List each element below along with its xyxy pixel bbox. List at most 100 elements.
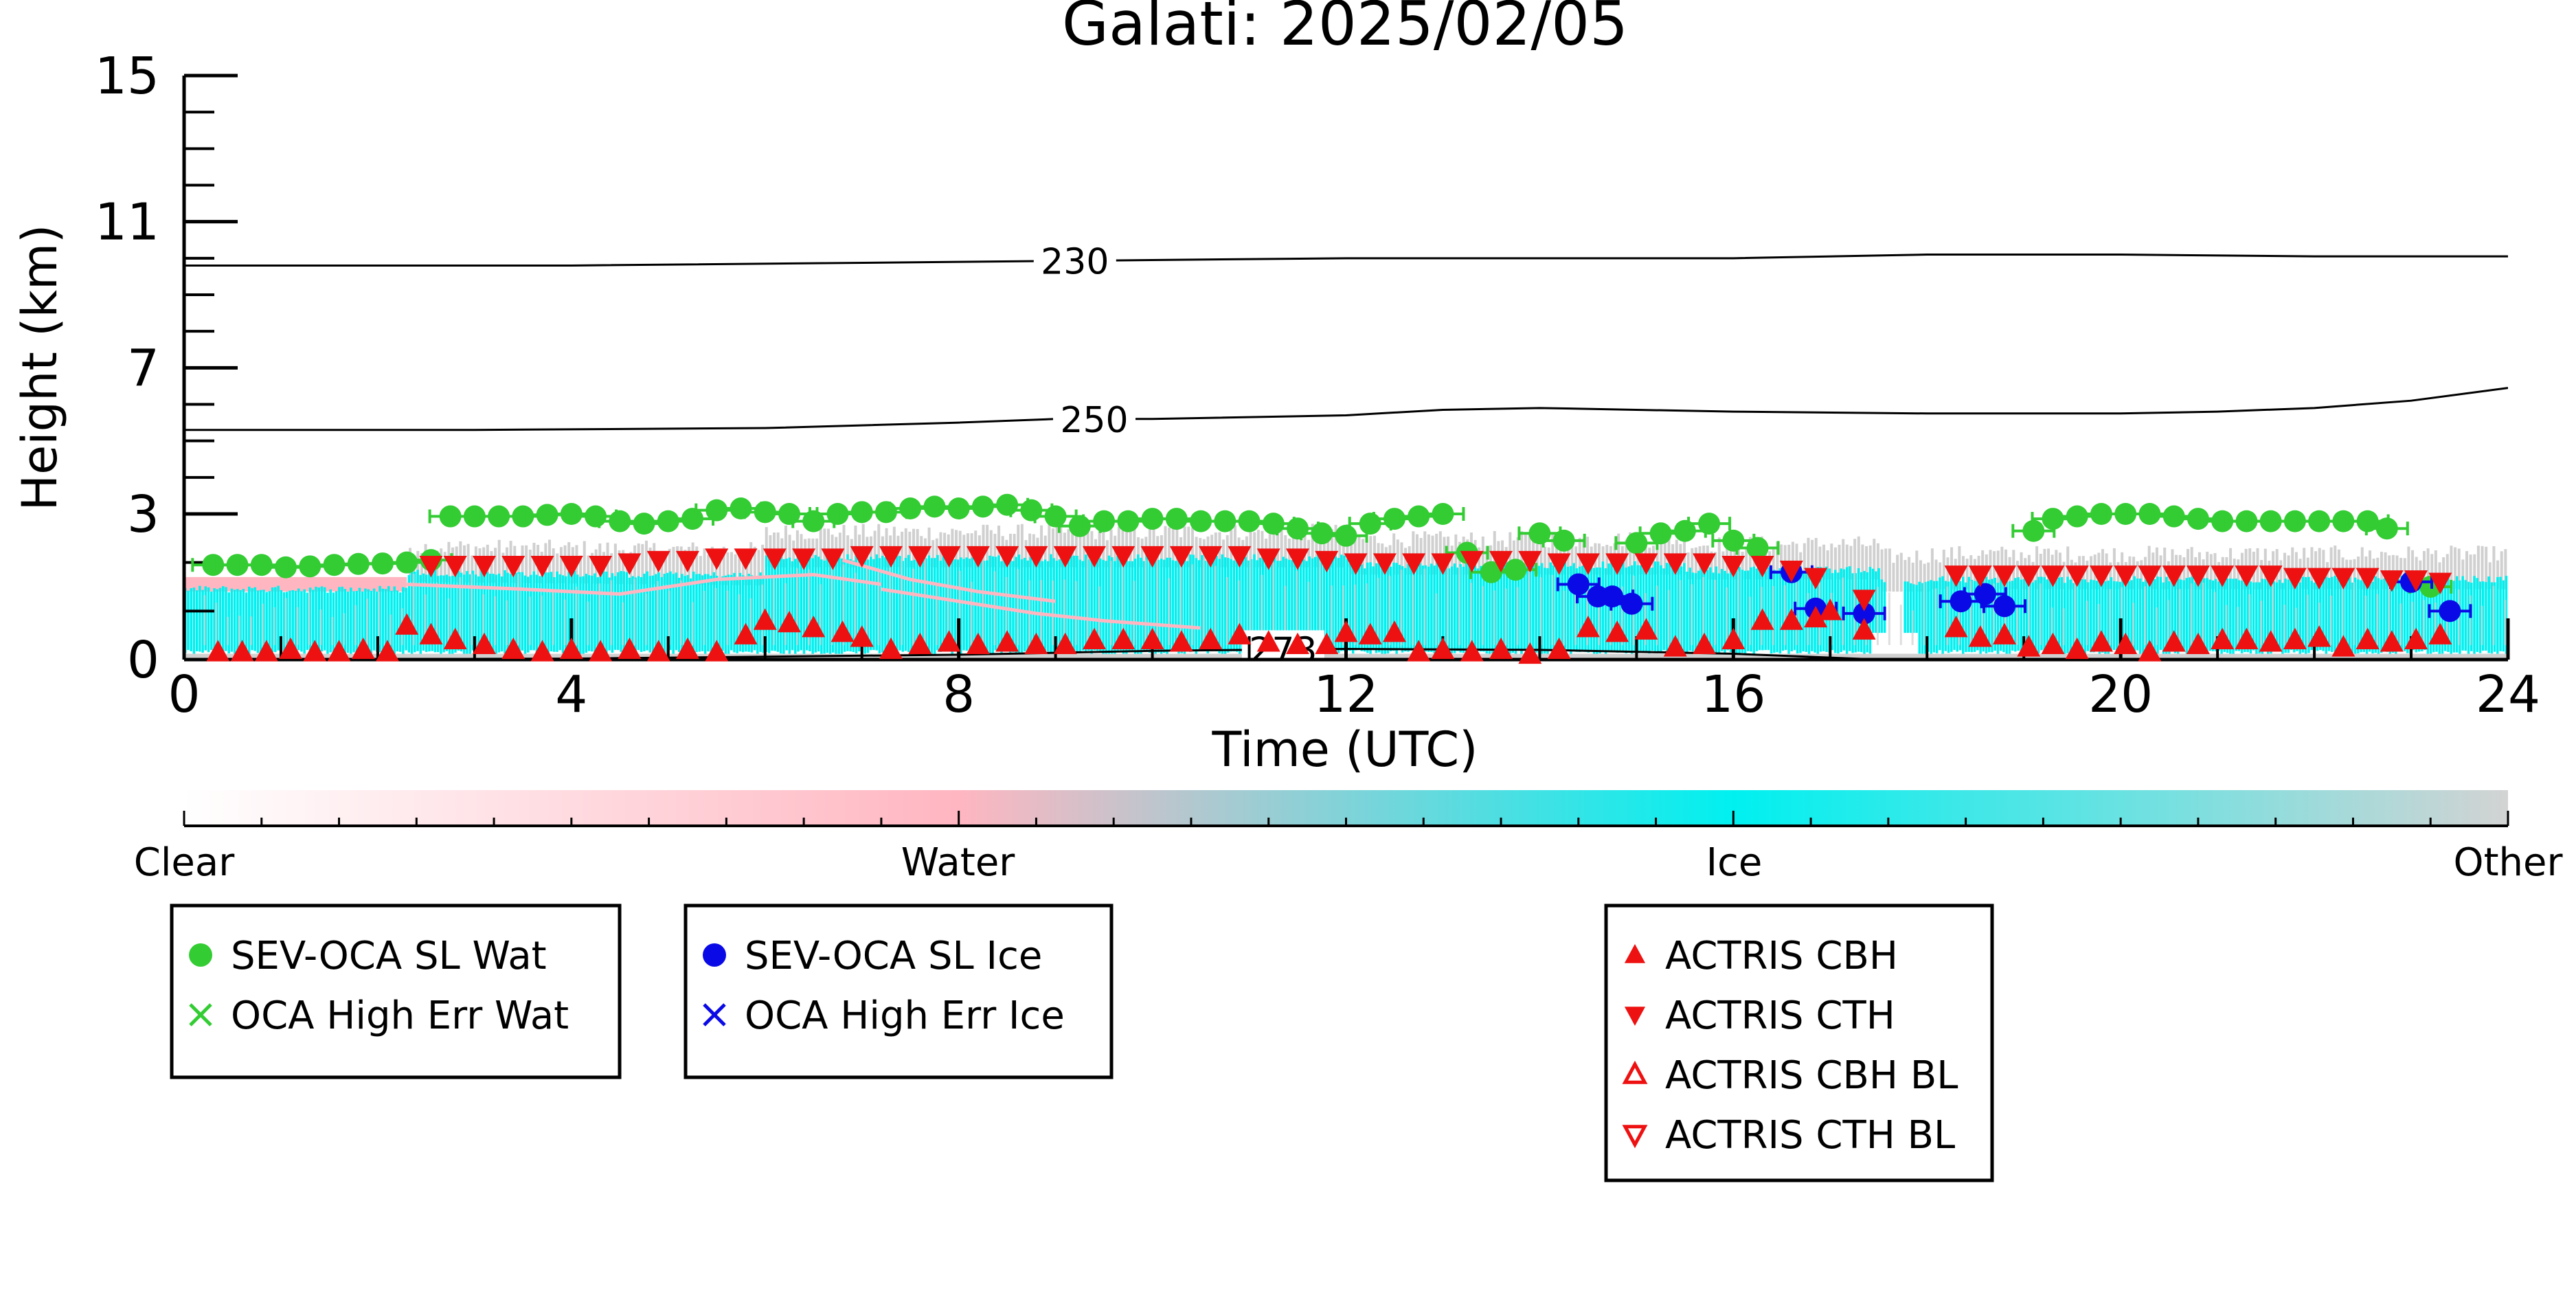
other-class-streak	[1772, 585, 1774, 645]
point-sev-oca-sl-wat	[371, 552, 394, 575]
ice-class-strip	[1017, 554, 1021, 654]
ice-class-strip	[1325, 561, 1329, 654]
legend-entry: ACTRIS CBH	[1665, 934, 1898, 978]
ice-class-strip	[1227, 558, 1230, 653]
ice-class-strip	[1076, 555, 1078, 653]
point-actris-cth	[937, 546, 961, 568]
other-class-streak	[494, 596, 497, 645]
ice-class-strip	[1072, 555, 1076, 652]
other-class-streak	[528, 596, 531, 645]
ice-class-strip	[2293, 576, 2296, 653]
ice-class-strip	[271, 587, 274, 653]
point-actris-cbh	[777, 610, 801, 633]
other-class-strip	[765, 527, 768, 568]
ice-class-strip	[2060, 576, 2064, 653]
other-class-streak	[2248, 594, 2251, 645]
ice-class-strip	[1366, 562, 1369, 653]
ice-class-strip	[1776, 570, 1778, 653]
ice-class-strip	[1485, 565, 1488, 654]
ice-class-strip	[187, 590, 190, 651]
point-actris-cbh	[1460, 640, 1484, 662]
point-actris-cbh	[1286, 632, 1310, 655]
ice-class-strip	[1668, 563, 1671, 654]
other-class-strip	[908, 531, 912, 568]
ice-class-strip	[2138, 579, 2142, 655]
legend-entry: ACTRIS CBH BL	[1665, 1053, 1958, 1098]
point-sev-oca-sl-wat	[323, 554, 346, 576]
other-class-streak	[1237, 580, 1240, 645]
ice-class-strip	[692, 571, 695, 654]
ice-class-strip	[454, 572, 457, 653]
ice-class-strip	[1279, 561, 1282, 655]
point-sev-oca-sl-wat	[1068, 515, 1091, 537]
point-actris-cbh	[1256, 630, 1280, 652]
ice-class-strip	[1944, 581, 1947, 651]
ice-class-strip	[1348, 563, 1352, 651]
ice-class-strip	[274, 587, 277, 653]
ice-class-strip	[1096, 555, 1099, 651]
other-class-streak	[1574, 585, 1577, 645]
ice-class-strip	[785, 559, 788, 651]
point-actris-cbh	[2428, 622, 2452, 644]
ice-class-strip	[1927, 581, 1930, 652]
point-sev-oca-sl-wat	[730, 497, 752, 520]
ice-class-strip	[2142, 581, 2145, 655]
ice-class-strip	[2240, 581, 2244, 653]
other-class-streak	[1330, 585, 1333, 645]
point-actris-cth	[1315, 550, 1339, 573]
point-sev-oca-sl-wat	[275, 556, 297, 579]
other-class-streak	[2237, 607, 2239, 645]
other-class-streak	[842, 564, 845, 645]
other-class-strip	[1078, 527, 1082, 568]
point-sev-oca-sl-wat	[1335, 524, 1357, 547]
ice-class-strip	[221, 586, 225, 654]
point-sev-oca-sl-wat	[1262, 513, 1285, 535]
ice-class-strip	[1029, 557, 1032, 653]
other-class-streak	[795, 568, 798, 645]
ice-class-strip	[1549, 562, 1552, 651]
ice-class-strip	[1282, 557, 1285, 652]
ice-class-strip	[602, 571, 605, 654]
other-class-streak	[2155, 607, 2158, 645]
other-class-streak	[703, 590, 705, 645]
ice-class-strip	[1067, 558, 1070, 653]
ice-class-strip	[474, 574, 477, 655]
point-sev-oca-sl-wat	[1649, 522, 1672, 545]
ice-class-strip	[2493, 582, 2496, 652]
other-class-strip	[784, 525, 787, 568]
other-class-strip	[471, 555, 474, 583]
ice-class-strip	[721, 576, 724, 651]
ice-class-strip	[1970, 579, 1974, 653]
other-class-streak	[1551, 574, 1554, 645]
ice-class-strip	[1578, 566, 1581, 653]
other-class-strip	[2237, 559, 2240, 590]
other-class-strip	[1833, 547, 1837, 580]
ice-class-strip	[1953, 578, 1956, 651]
ice-class-strip	[1407, 563, 1410, 652]
x-tick-label: 16	[1701, 665, 1765, 724]
ice-class-strip	[1619, 563, 1622, 651]
point-actris-cbh	[1818, 598, 1842, 620]
ice-class-strip	[216, 589, 219, 654]
ice-class-strip	[1717, 573, 1721, 654]
ice-class-strip	[1421, 565, 1424, 652]
ice-class-strip	[1137, 554, 1140, 655]
other-class-strip	[1710, 551, 1713, 580]
point-actris-cth	[2138, 565, 2162, 587]
ice-class-strip	[253, 587, 256, 651]
ice-class-strip	[1133, 559, 1137, 655]
ice-class-strip	[2180, 579, 2182, 652]
ice-class-strip	[483, 575, 486, 653]
other-class-strip	[958, 530, 962, 568]
other-class-streak	[1876, 587, 1879, 645]
ice-class-strip	[2485, 582, 2487, 651]
point-actris-cth	[1256, 548, 1280, 570]
other-class-streak	[866, 565, 868, 645]
point-sev-oca-sl-wat	[1552, 529, 1575, 552]
point-actris-cbh	[279, 637, 303, 660]
ice-class-strip	[1845, 567, 1849, 655]
point-actris-cbh	[1576, 616, 1600, 638]
other-class-strip	[625, 557, 629, 585]
ice-class-strip	[204, 586, 207, 651]
ice-class-strip	[1677, 568, 1680, 653]
